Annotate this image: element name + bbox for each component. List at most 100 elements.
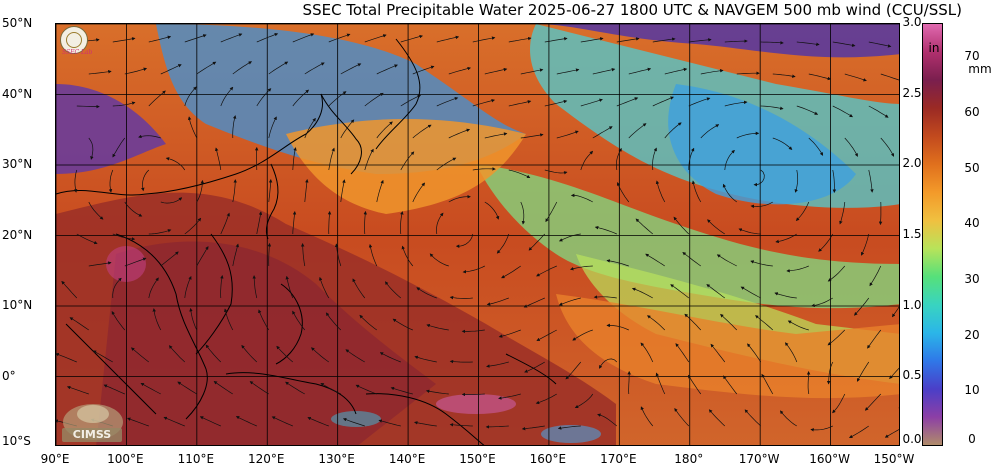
wind-arrow <box>345 349 365 363</box>
wind-arrow <box>103 384 125 395</box>
wind-arrow <box>808 73 832 81</box>
wind-arrow <box>655 180 666 203</box>
inch-tick-label: 1.5 <box>902 226 922 241</box>
wind-arrow <box>570 193 593 203</box>
wind-arrow <box>449 295 473 300</box>
wind-arrow <box>472 167 496 171</box>
wind-arrow <box>390 386 413 395</box>
wind-arrow <box>808 137 824 156</box>
mm-tick-label: 70 <box>964 49 980 64</box>
wind-arrow <box>784 342 798 363</box>
tpw-map[interactable] <box>55 23 900 446</box>
longitude-label: 180° <box>674 452 704 466</box>
wind-arrow <box>138 134 161 139</box>
wind-arrow <box>631 287 653 299</box>
wind-arrow <box>880 137 895 157</box>
lat-lon-grid <box>56 24 899 445</box>
latitude-label: 40°N <box>2 86 33 101</box>
wind-arrow <box>486 361 509 368</box>
wind-arrow <box>844 137 858 157</box>
wind-arrow <box>256 88 272 107</box>
wind-arrow <box>708 409 726 427</box>
wind-arrow <box>652 147 657 171</box>
moisture-field <box>56 24 899 445</box>
longitude-label: 120°E <box>248 452 285 466</box>
wind-arrow <box>889 367 899 380</box>
wind-arrow <box>750 201 773 209</box>
wind-arrow <box>148 277 159 299</box>
wind-arrow <box>196 246 209 267</box>
wind-arrow <box>232 61 253 75</box>
wind-arrow <box>378 419 401 427</box>
tpw-map-svg <box>56 24 899 445</box>
wind-arrow <box>688 38 712 43</box>
wind-arrow <box>691 180 702 203</box>
wind-arrow <box>520 201 526 225</box>
wind-arrow <box>520 133 544 139</box>
wind-arrow <box>628 123 647 139</box>
wind-arrow <box>256 33 279 43</box>
wind-arrow <box>124 201 143 217</box>
wind-arrow <box>376 179 384 203</box>
wind-arrow <box>205 344 222 363</box>
wind-arrow <box>258 309 270 331</box>
wind-arrow <box>599 358 618 369</box>
wind-arrow <box>304 117 316 139</box>
wind-arrow <box>775 233 797 244</box>
wind-arrow <box>184 275 192 299</box>
wind-arrow <box>352 278 366 299</box>
latitude-label: 30°N <box>2 157 33 171</box>
wind-arrow <box>827 265 846 282</box>
wind-arrow <box>627 370 631 395</box>
wind-arrow <box>292 147 297 171</box>
wind-arrow <box>148 35 172 43</box>
longitude-label: 170°W <box>738 452 780 466</box>
wind-arrow <box>523 297 545 308</box>
longitude-label: 150°E <box>459 452 496 466</box>
wind-arrow <box>854 297 870 316</box>
wind-arrow <box>292 310 306 331</box>
wind-arrow <box>496 233 510 254</box>
wind-arrow <box>184 34 207 43</box>
wind-arrow <box>848 425 869 438</box>
wind-arrow <box>570 265 593 271</box>
wind-arrow <box>256 211 263 235</box>
wind-arrow <box>232 179 237 203</box>
cimss-logo-text: CIMSS <box>62 428 122 442</box>
wind-arrow <box>455 233 474 248</box>
wind-arrow <box>864 393 882 411</box>
wind-arrow <box>744 409 762 427</box>
wind-arrow <box>484 132 508 139</box>
inch-tick-label: 3.0 <box>902 14 922 29</box>
wind-arrow <box>688 374 702 395</box>
wind-arrow <box>673 216 690 235</box>
wind-arrow <box>635 218 654 235</box>
wind-arrow <box>498 393 521 400</box>
wind-arrow <box>412 65 435 75</box>
wind-arrow <box>412 124 432 139</box>
wind-arrow <box>310 347 330 363</box>
wind-arrow <box>826 361 834 385</box>
wind-arrow <box>740 286 761 299</box>
wind-arrow <box>832 105 853 118</box>
wind-arrow <box>285 275 294 299</box>
wind-arrow <box>700 69 724 75</box>
wind-arrow <box>285 381 305 395</box>
wind-arrow <box>616 182 630 203</box>
wind-arrow <box>558 297 581 306</box>
wind-arrow <box>738 228 761 235</box>
wind-arrow <box>368 244 378 267</box>
wind-arrow <box>160 197 183 204</box>
inch-tick-label: 2.0 <box>902 156 922 171</box>
mm-unit-label: mm <box>968 62 992 76</box>
wind-arrow <box>572 329 593 341</box>
wind-arrow <box>521 425 545 431</box>
wind-arrow <box>163 416 185 427</box>
wind-arrow <box>232 243 239 267</box>
latitude-label: 20°N <box>2 227 33 242</box>
wind-arrow <box>215 147 222 171</box>
wind-arrow <box>252 275 258 299</box>
wind-arrow <box>124 257 147 267</box>
wind-arrow <box>461 392 485 397</box>
wind-arrow <box>376 64 398 75</box>
